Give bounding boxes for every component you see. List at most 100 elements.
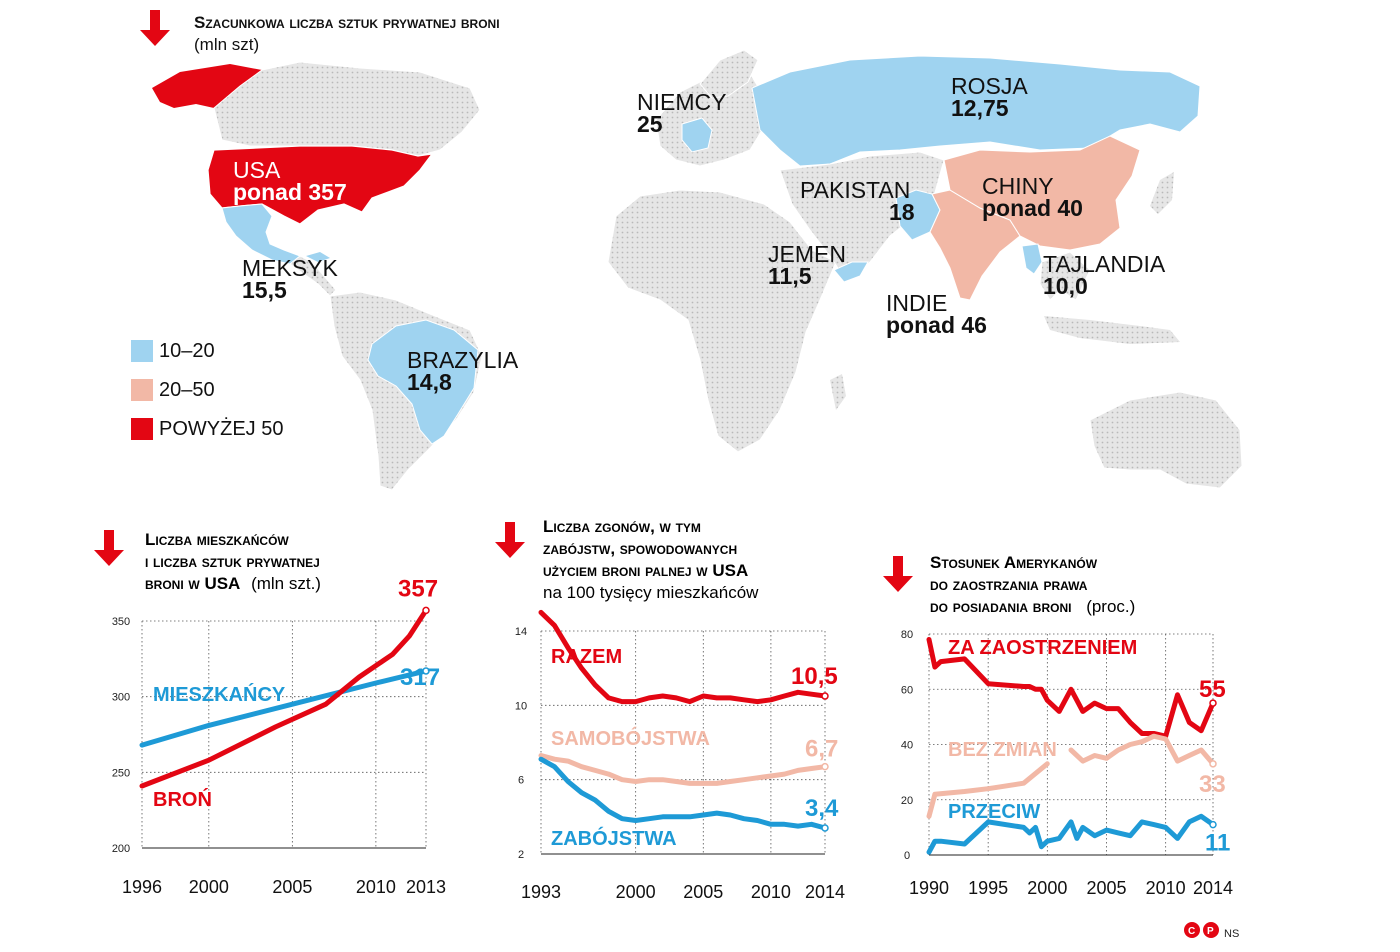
usa-name: USA [233,157,281,183]
central-america-shape [289,255,337,297]
indonesia-shape [1044,316,1180,344]
series-end-label: 3,4 [805,795,839,822]
thailand-shape [1021,243,1043,275]
x-tick-label: 1996 [122,877,162,897]
series-end-point [1209,820,1217,829]
greenland-shape [152,64,262,108]
mexico-name: MEKSYK [242,255,339,281]
chart1-title-line3-bold: broni w USA [145,574,240,593]
y-tick-label: 0 [904,850,910,862]
series-label: SAMOBÓJSTWA [551,726,710,750]
y-tick-label: 350 [112,616,130,628]
chart1-unit: (mln szt.) [251,574,321,593]
series-end-point [422,606,430,615]
footer-logo-p: P [1207,926,1214,937]
chart1-title-line1: Liczba mieszkańców [145,530,289,549]
india-value: ponad 46 [886,312,987,338]
x-tick-label: 2000 [616,882,656,902]
x-tick-label: 2010 [751,882,791,902]
map-legend: 10–20 20–50 POWYŻEJ 50 [131,340,283,440]
chart-gun-law-opinion: 0 20 40 60 80 1990 1995 2000 2005 2010 2014 ZA ZAOS… [901,629,1233,898]
country-labels: USA ponad 357 MEKSYK 15,5 BRAZYLIA 14,8 … [233,73,1166,395]
scandinavia-shape [699,49,759,99]
middle-east-shape [779,151,945,281]
x-tick-label: 2014 [1193,878,1233,898]
series-end-label: 55 [1199,676,1226,703]
legend-swatch-20-50 [131,379,153,401]
y-tick-label: 250 [112,767,130,779]
chart2-unit: na 100 tysięcy mieszkańców [543,583,759,602]
russia-value: 12,75 [951,95,1009,121]
china-shape [943,135,1141,251]
series-end-label: 317 [400,664,440,691]
russia-name: ROSJA [951,73,1028,99]
chart3-unit: (proc.) [1086,597,1135,616]
y-tick-label: 80 [901,629,913,641]
series-end-point [422,667,430,675]
y-tick-label: 14 [515,626,527,638]
china-name: CHINY [982,173,1054,199]
brazil-shape [367,319,479,445]
series-end-point [1209,760,1217,768]
africa-shape [607,189,837,453]
publisher-icon [1203,922,1219,938]
series-label: RAZEM [551,646,622,668]
chart1-title-line2: i liczba sztuk prywatnej [145,552,320,571]
footer-credit: C P NS [1184,922,1239,940]
series-end-label: 357 [398,575,438,602]
chart-firearm-deaths: 2 6 10 14 1993 2000 2005 2010 2014 RAZEM SAMOBÓJST… [515,609,845,902]
brazil-value: 14,8 [407,369,452,395]
y-tick-label: 2 [518,849,524,861]
series-label: MIESZKAŃCY [153,683,286,706]
series-end-point [821,692,829,700]
series-line-1 [139,607,429,789]
series-line-0 [139,668,429,748]
usa-value: ponad 357 [233,179,347,205]
chart2-title-line1: Liczba zgonów, w tym [543,517,701,536]
mexico-value: 15,5 [242,277,287,303]
series-end-label: 11 [1205,830,1230,857]
chart3-title-line2: do zaostrzania prawa [930,575,1088,594]
yemen-shape [833,261,869,283]
series-line-1 [538,753,828,786]
chart2-title-line3: użyciem broni palnej w USA [543,561,748,580]
legend-label-10-20: 10–20 [159,340,215,362]
series-end-point [1209,699,1217,707]
map-unit: (mln szt) [194,35,259,54]
y-tick-label: 60 [901,684,913,696]
x-tick-label: 2005 [272,877,312,897]
china-value: ponad 40 [982,195,1083,221]
germany-shape [681,117,713,153]
map-title-block: Szacunkowa liczba sztuk prywatnej broni … [140,10,500,54]
copyright-icon [1184,922,1200,938]
thailand-value: 10,0 [1043,273,1088,299]
chart1-title-block: Liczba mieszkańców i liczba sztuk prywat… [94,530,321,593]
x-tick-label: 1995 [968,878,1008,898]
chart3-title-line3-bold: do posiadania broni [930,597,1071,616]
arrow-down-icon [140,10,170,46]
chart3-title-block: Stosunek Amerykanów do zaostrzania prawa… [883,553,1135,616]
legend-swatch-10-20 [131,340,153,362]
series-line-1 [926,761,1050,819]
series-label: BEZ ZMIAN [948,739,1057,761]
pakistan-name: PAKISTAN [800,177,910,203]
caribbean-shape [306,252,330,262]
thailand-name: TAJLANDIA [1043,251,1166,277]
series-end-label: 33 [1199,771,1226,798]
chart2-title-block: Liczba zgonów, w tym zabójstw, spowodowa… [495,517,759,602]
footer-author: NS [1224,928,1239,940]
series-label: ZA ZAOSTRZENIEM [948,637,1137,659]
series-end-label: 6,7 [805,736,838,763]
y-tick-label: 20 [901,795,913,807]
x-tick-label: 2000 [1027,878,1067,898]
india-name: INDIE [886,290,947,316]
x-tick-label: 2000 [189,877,229,897]
madagascar-shape [830,374,846,410]
y-tick-label: 200 [112,843,130,855]
arrow-down-icon [94,530,124,566]
series-line-2 [1068,733,1216,767]
x-tick-label: 2014 [805,882,845,902]
canada-shape [213,61,481,157]
y-tick-label: 40 [901,740,913,752]
